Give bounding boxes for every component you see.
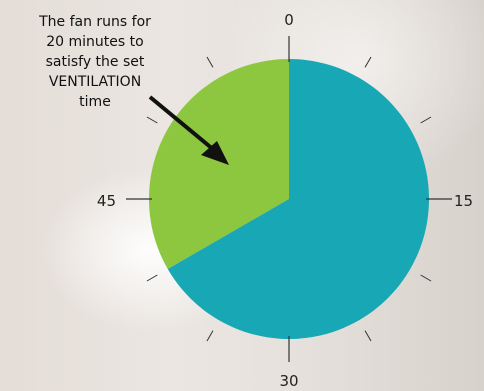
dial-tick-40 (146, 274, 158, 282)
dial-tick-20 (420, 274, 432, 282)
dial-tick-25 (364, 330, 372, 342)
dial-ticks (126, 36, 452, 362)
dial-tick-5 (364, 56, 372, 68)
annotation-arrow (148, 95, 229, 165)
dial-segments (149, 59, 429, 339)
dial-label-45: 45 (97, 192, 116, 210)
dial-tick-55 (206, 56, 214, 68)
dial-segment-ventilation-on (149, 59, 289, 269)
dial-tick-35 (206, 330, 214, 342)
dial-label-0: 0 (284, 11, 294, 29)
dial-segment-ventilation-off (167, 59, 429, 339)
dial-label-30: 30 (279, 372, 298, 390)
annotation-text: The fan runs for 20 minutes to satisfy t… (39, 14, 151, 110)
dial-label-15: 15 (454, 192, 473, 210)
dial-tick-10 (420, 116, 432, 124)
dial-tick-50 (146, 116, 158, 124)
